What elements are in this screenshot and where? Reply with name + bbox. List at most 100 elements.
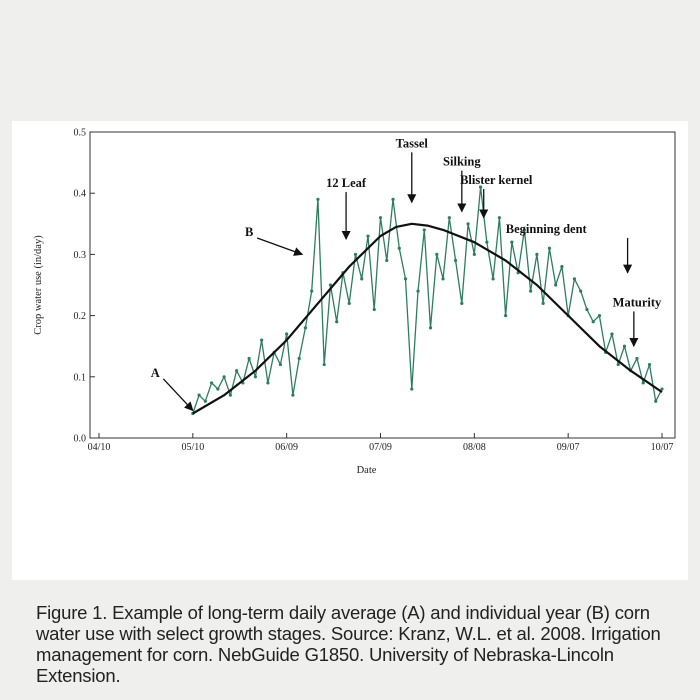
series-point-B xyxy=(335,320,339,324)
series-point-B xyxy=(322,362,326,367)
series-point-B xyxy=(360,277,364,281)
series-point-B xyxy=(635,356,639,361)
annotation-label: A xyxy=(151,366,160,380)
series-point-B xyxy=(535,252,539,256)
series-point-B xyxy=(235,369,239,373)
series-point-B xyxy=(428,326,433,330)
series-point-B xyxy=(466,222,470,226)
series-point-B xyxy=(266,381,270,385)
series-point-B xyxy=(391,197,395,201)
x-tick-label: 08/08 xyxy=(463,442,486,453)
series-point-B xyxy=(278,362,283,367)
chart-axes: 0.0 0.1 0.2 0.3 0.4 0.5 04/10 05/10 06/09 07/09 08… xyxy=(74,128,676,453)
series-point-B xyxy=(422,228,426,232)
series-point-B xyxy=(403,277,408,281)
x-tick-label: 06/09 xyxy=(275,442,298,453)
x-axis-label: Date xyxy=(357,465,377,476)
series-point-B xyxy=(447,216,451,220)
annotation-arrow xyxy=(256,237,304,256)
series-line-B xyxy=(192,186,663,414)
series-point-B xyxy=(378,216,383,220)
series-point-B xyxy=(210,381,214,385)
series-point-B xyxy=(285,332,289,336)
annotation-label: Blister kernel xyxy=(460,173,533,187)
series-point-B xyxy=(541,301,545,305)
series-point-B xyxy=(260,338,264,342)
series-point-B xyxy=(453,258,458,263)
series-point-B xyxy=(647,362,652,367)
series-point-B xyxy=(297,356,301,361)
series-point-B xyxy=(522,228,526,232)
x-tick-label: 07/09 xyxy=(369,442,392,453)
annotation-label: B xyxy=(245,225,253,239)
series-point-B xyxy=(253,375,257,379)
series-point-B xyxy=(610,332,614,336)
y-tick-label: 0.5 xyxy=(74,128,87,139)
series-point-B xyxy=(222,375,226,379)
y-tick-label: 0.2 xyxy=(74,311,87,322)
x-tick-label: 04/10 xyxy=(88,442,111,453)
series-point-B xyxy=(197,393,201,397)
annotation-label: Beginning dent xyxy=(506,222,588,236)
annotation-label: 12 Leaf xyxy=(326,176,367,190)
series-point-B xyxy=(585,307,589,312)
series-point-B xyxy=(435,252,439,256)
series-point-B xyxy=(303,326,308,330)
series-point-B xyxy=(416,289,420,293)
x-tick-label: 09/07 xyxy=(557,442,580,453)
series-point-B xyxy=(591,320,595,324)
figure-caption: Figure 1. Example of long-term daily ave… xyxy=(36,602,661,686)
x-tick-label: 05/10 xyxy=(181,442,204,453)
series-point-B xyxy=(353,252,358,256)
series-point-B xyxy=(472,252,476,256)
chart-marks xyxy=(191,185,664,416)
figure-card: 0.0 0.1 0.2 0.3 0.4 0.5 04/10 05/10 06/09 07/09 08… xyxy=(12,121,688,686)
series-point-B xyxy=(616,362,620,367)
series-point-B xyxy=(491,277,495,281)
series-point-B xyxy=(554,283,558,287)
series-point-B xyxy=(291,393,295,397)
series-point-B xyxy=(504,314,508,318)
series-point-B xyxy=(597,314,602,318)
series-point-B xyxy=(641,381,645,385)
series-point-B xyxy=(347,301,351,305)
series-point-B xyxy=(460,301,464,305)
series-point-B xyxy=(510,240,514,244)
series-point-B xyxy=(247,356,251,361)
y-tick-label: 0.4 xyxy=(74,189,87,200)
series-point-B xyxy=(397,246,401,250)
plot-frame xyxy=(89,131,676,439)
series-line-A xyxy=(192,222,663,415)
series-point-B xyxy=(216,387,220,391)
annotation-arrow xyxy=(162,378,194,412)
series-point-B xyxy=(485,240,489,244)
annotation-label: Tassel xyxy=(396,136,429,150)
y-tick-label: 0.3 xyxy=(74,250,87,261)
series-point-B xyxy=(310,289,314,293)
series-point-B xyxy=(441,277,445,281)
water-use-chart: 0.0 0.1 0.2 0.3 0.4 0.5 04/10 05/10 06/09 07/09 08… xyxy=(33,128,676,476)
y-tick-label: 0.1 xyxy=(74,372,87,383)
series-point-B xyxy=(654,399,658,403)
series-point-B xyxy=(316,197,320,201)
series-point-B xyxy=(228,393,232,397)
series-point-B xyxy=(529,289,533,293)
series-point-B xyxy=(385,258,389,263)
y-axis-label: Crop water use (in/day) xyxy=(33,235,44,335)
y-tick-label: 0.0 xyxy=(74,434,87,445)
series-point-B xyxy=(547,246,552,250)
series-point-B xyxy=(622,344,627,348)
series-point-B xyxy=(328,283,333,287)
series-point-B xyxy=(366,234,370,238)
series-point-B xyxy=(560,265,564,269)
series-point-B xyxy=(478,185,483,189)
x-tick-label: 10/07 xyxy=(651,442,674,453)
series-point-B xyxy=(572,277,577,281)
series-point-B xyxy=(660,387,664,391)
series-point-B xyxy=(410,387,414,391)
series-point-B xyxy=(372,307,376,312)
series-point-B xyxy=(203,399,207,403)
chart-labels: Date Crop water use (in/day) A B 12 Leaf Tass… xyxy=(33,136,662,476)
series-point-B xyxy=(497,216,501,220)
series-point-B xyxy=(579,289,583,293)
